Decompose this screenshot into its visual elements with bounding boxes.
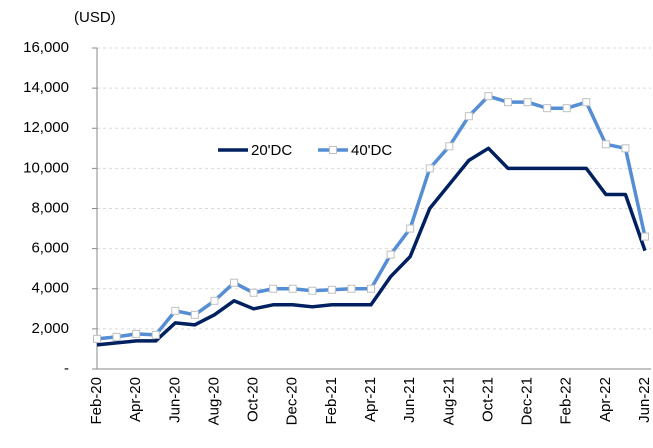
x-tick-label: Apr-20 <box>127 377 144 422</box>
x-tick-label: Oct-20 <box>245 377 262 422</box>
legend-item: 40'DC <box>318 142 392 159</box>
point-marker <box>269 284 278 293</box>
x-tick-label: Feb-20 <box>88 377 105 425</box>
point-marker <box>425 164 434 173</box>
y-tick-label: 4,000 <box>31 280 69 297</box>
point-marker <box>230 278 238 287</box>
x-tick-label: Jun-20 <box>166 377 183 423</box>
x-tick-label: Oct-21 <box>479 377 496 422</box>
x-tick-label: Jun-22 <box>636 377 653 423</box>
x-tick-label: Dec-20 <box>284 377 301 425</box>
point-marker <box>406 224 415 233</box>
legend-marker <box>329 146 337 154</box>
x-tick-label: Aug-20 <box>205 377 222 425</box>
point-marker <box>386 250 395 259</box>
point-marker <box>151 330 160 339</box>
point-marker <box>249 288 258 297</box>
point-marker <box>93 334 101 343</box>
point-marker <box>112 332 121 341</box>
point-marker <box>543 104 552 113</box>
point-marker <box>190 310 199 319</box>
x-tick-label: Apr-22 <box>597 377 614 422</box>
point-marker <box>327 285 336 294</box>
y-tick-label: 12,000 <box>23 119 69 136</box>
point-marker <box>504 98 512 107</box>
x-tick-label: Feb-21 <box>323 377 340 425</box>
x-tick-label: Dec-21 <box>519 377 536 425</box>
y-tick-label: 14,000 <box>23 79 69 96</box>
point-marker <box>171 306 180 315</box>
y-tick-label: 2,000 <box>31 320 69 337</box>
legend-item: 20'DC <box>218 142 292 159</box>
point-marker <box>132 329 141 338</box>
point-marker <box>621 144 630 153</box>
y-tick-label: 16,000 <box>23 39 69 56</box>
point-marker <box>562 104 571 113</box>
y-tick-label: 10,000 <box>23 159 69 176</box>
point-marker <box>288 284 297 293</box>
y-axis-unit: (USD) <box>74 9 116 26</box>
x-tick-label: Aug-21 <box>440 377 457 425</box>
point-marker <box>347 284 356 293</box>
point-marker <box>367 284 375 293</box>
series-line <box>96 146 647 347</box>
point-marker <box>582 98 591 107</box>
legend-label: 40'DC <box>351 142 392 159</box>
x-tick-label: Feb-22 <box>558 377 575 425</box>
x-tick-label: Apr-21 <box>362 377 379 422</box>
y-tick-label: - <box>64 360 69 377</box>
point-marker <box>523 98 532 107</box>
point-marker <box>308 286 317 295</box>
point-marker <box>445 142 454 151</box>
point-marker <box>210 296 219 305</box>
x-tick-label: Jun-21 <box>401 377 418 423</box>
point-marker <box>464 112 473 121</box>
legend-label: 20'DC <box>251 142 292 159</box>
point-marker <box>484 92 493 101</box>
point-marker <box>641 232 649 241</box>
y-tick-label: 6,000 <box>31 240 69 257</box>
y-tick-label: 8,000 <box>31 199 69 216</box>
point-marker <box>601 140 610 149</box>
